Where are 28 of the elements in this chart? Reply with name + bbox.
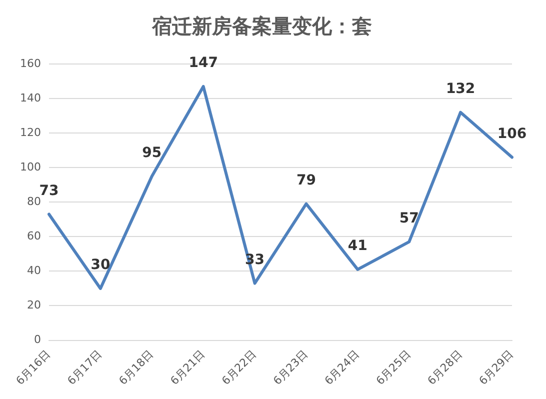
data-label: 79: [296, 172, 316, 188]
data-label: 147: [188, 55, 218, 72]
data-label: 95: [142, 144, 162, 161]
x-tick-label: 6月18日: [116, 348, 156, 388]
y-tick-label: 0: [34, 333, 41, 346]
x-tick-label: 6月17日: [64, 348, 105, 388]
y-tick-label: 120: [20, 126, 41, 139]
chart-title: 宿迁新房备案量变化：套: [151, 14, 372, 38]
data-label: 73: [39, 182, 59, 199]
data-label: 106: [497, 126, 527, 142]
y-tick-label: 40: [26, 264, 41, 278]
y-tick-label: 100: [20, 160, 41, 174]
x-tick-label: 6月28日: [425, 348, 465, 388]
y-tick-label: 80: [26, 194, 41, 208]
x-tick-label: 6月21日: [168, 348, 208, 388]
x-tick-label: 6月29日: [476, 348, 516, 388]
y-tick-label: 160: [20, 56, 41, 70]
data-label: 132: [446, 80, 476, 97]
y-tick-label: 20: [26, 298, 41, 312]
data-label: 41: [348, 238, 368, 254]
data-label: 30: [90, 257, 110, 274]
x-tick-label: 6月24日: [322, 348, 362, 388]
y-tick-label: 140: [20, 91, 41, 104]
x-tick-label: 6月16日: [14, 348, 54, 388]
x-tick-label: 6月23日: [270, 348, 310, 388]
x-tick-label: 6月25日: [374, 348, 414, 388]
y-tick-label: 60: [26, 230, 41, 243]
x-tick-label: 6月22日: [219, 348, 259, 388]
